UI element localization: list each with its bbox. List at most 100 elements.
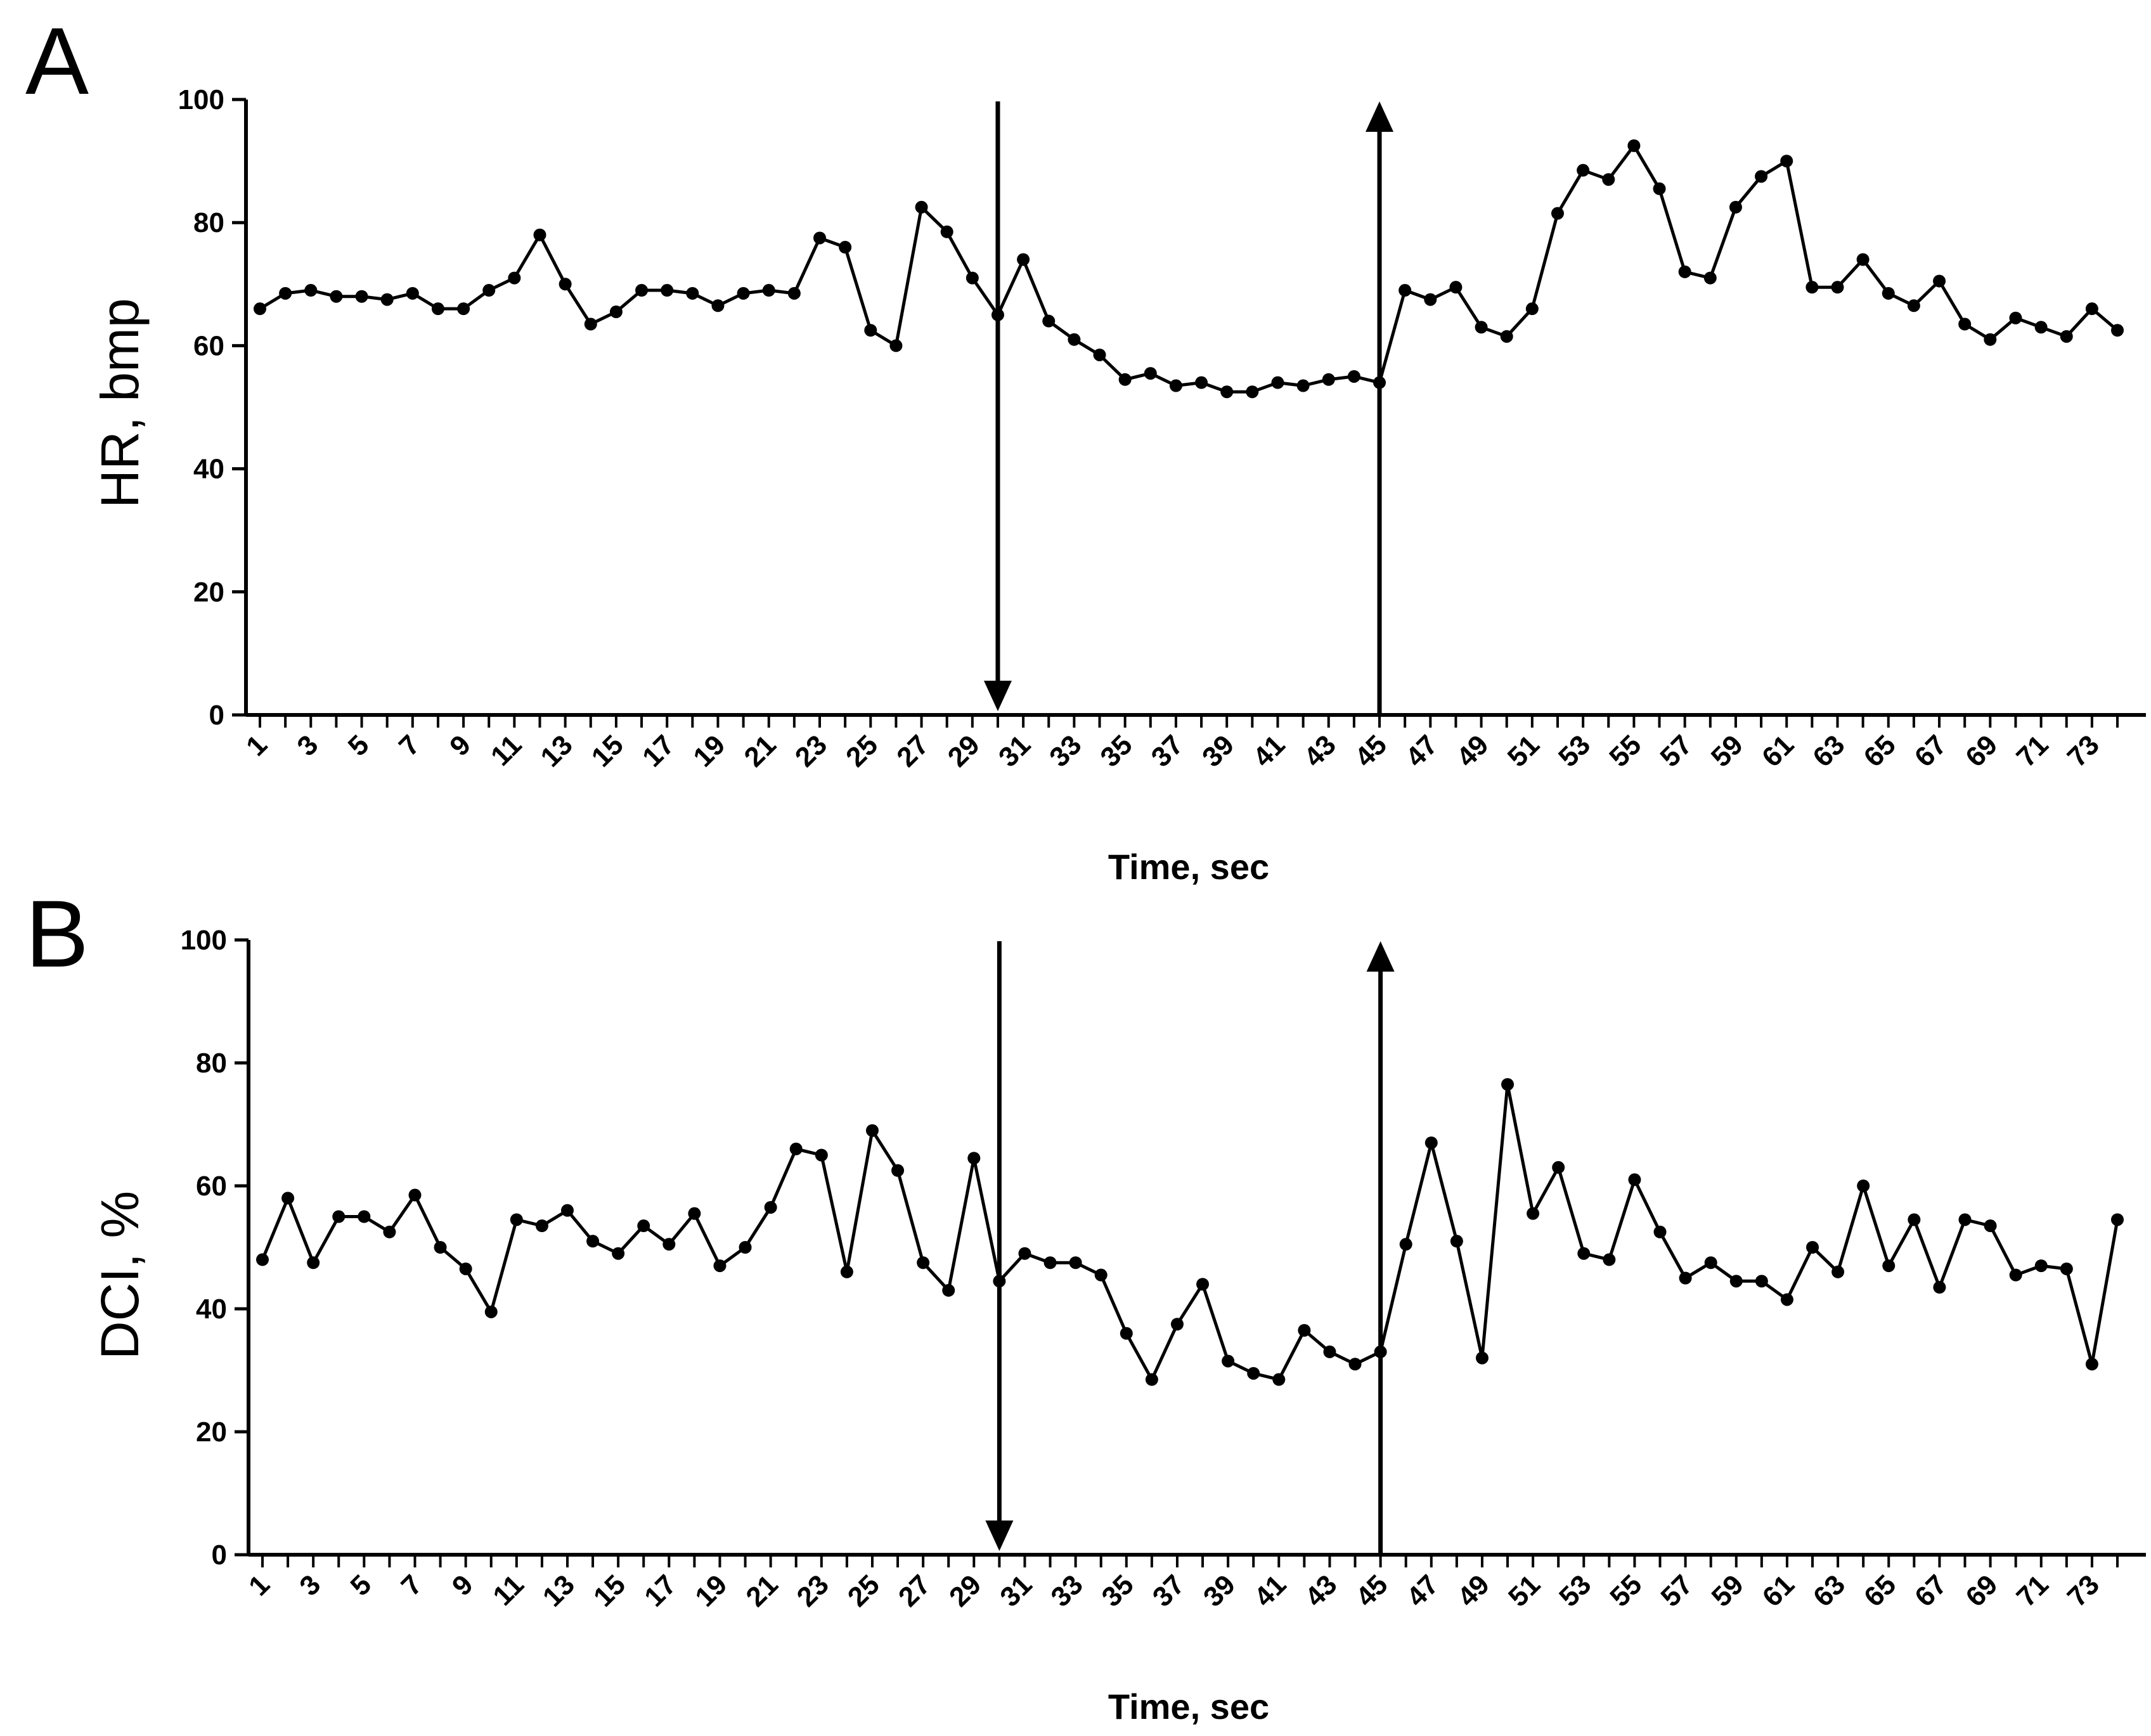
data-point bbox=[688, 1207, 701, 1220]
data-point bbox=[281, 1192, 295, 1205]
y-tick-label: 100 bbox=[178, 84, 224, 115]
data-point bbox=[533, 228, 546, 241]
x-tick-label: 71 bbox=[2010, 729, 2054, 773]
data-point bbox=[510, 1213, 523, 1226]
arrow-up-icon bbox=[1366, 941, 1395, 1555]
data-point bbox=[612, 1247, 625, 1260]
data-point bbox=[1653, 182, 1666, 195]
x-tick-label: 41 bbox=[1248, 1569, 1292, 1612]
x-tick-label: 51 bbox=[1502, 729, 1546, 773]
data-point bbox=[609, 305, 623, 318]
data-point bbox=[940, 225, 953, 238]
data-point bbox=[2111, 1213, 2124, 1226]
data-point bbox=[815, 1148, 828, 1162]
panel-letter-b: B bbox=[25, 880, 89, 987]
x-tick-label: 27 bbox=[891, 729, 934, 773]
x-tick-label: 53 bbox=[1553, 1569, 1597, 1612]
data-point bbox=[1093, 348, 1106, 361]
data-point bbox=[1296, 379, 1310, 392]
data-point bbox=[358, 1210, 371, 1223]
data-point bbox=[915, 200, 928, 214]
x-tick-label: 17 bbox=[638, 1569, 682, 1612]
x-axis-label-b: Time, sec bbox=[1108, 1687, 1269, 1726]
data-point bbox=[1195, 376, 1208, 389]
data-point bbox=[279, 286, 292, 300]
x-tick-label: 59 bbox=[1705, 729, 1749, 773]
data-point bbox=[942, 1283, 955, 1297]
data-point bbox=[1094, 1268, 1108, 1282]
y-tick-label: 20 bbox=[193, 577, 224, 608]
x-tick-label: 9 bbox=[444, 729, 477, 762]
x-tick-label: 7 bbox=[396, 1569, 429, 1602]
y-axis-label-a: HR, bmp bbox=[90, 298, 150, 508]
x-tick-label: 29 bbox=[943, 1569, 987, 1612]
x-tick-label: 33 bbox=[1045, 1569, 1088, 1612]
x-tick-label: 61 bbox=[1756, 729, 1800, 773]
arrow-down-icon bbox=[983, 101, 1012, 711]
data-point bbox=[1043, 1256, 1057, 1270]
data-point bbox=[408, 1188, 422, 1202]
data-point bbox=[406, 286, 419, 300]
data-point bbox=[1882, 1259, 1896, 1273]
x-tick-label: 27 bbox=[893, 1569, 936, 1612]
data-point bbox=[1628, 1173, 1641, 1186]
data-point bbox=[1450, 1235, 1463, 1248]
data-point bbox=[431, 302, 444, 316]
data-point bbox=[2111, 324, 2124, 337]
data-point bbox=[1424, 1136, 1438, 1150]
data-point bbox=[1882, 286, 1895, 300]
x-tick-label: 69 bbox=[1960, 1569, 2003, 1612]
x-tick-label: 17 bbox=[636, 729, 680, 773]
x-tick-label: 65 bbox=[1858, 729, 1902, 773]
x-tick-label: 11 bbox=[487, 1569, 530, 1612]
x-tick-label: 49 bbox=[1452, 1569, 1495, 1612]
x-tick-label: 37 bbox=[1147, 1569, 1191, 1612]
x-tick-label: 35 bbox=[1094, 729, 1138, 773]
x-tick-label: 23 bbox=[789, 729, 833, 773]
data-point bbox=[1857, 1180, 1870, 1192]
data-point bbox=[637, 1219, 650, 1233]
data-point bbox=[559, 278, 572, 291]
data-point bbox=[1729, 1275, 1743, 1288]
y-axis-label-b: DCI, % bbox=[90, 1191, 150, 1360]
x-tick-label: 73 bbox=[2062, 1569, 2105, 1612]
y-tick-label: 100 bbox=[181, 925, 227, 956]
x-tick-label: 15 bbox=[588, 1569, 631, 1612]
x-tick-label: 51 bbox=[1502, 1569, 1546, 1612]
data-point bbox=[967, 1152, 981, 1165]
data-point bbox=[535, 1219, 548, 1233]
x-tick-label: 9 bbox=[446, 1569, 479, 1602]
data-point bbox=[1348, 1358, 1362, 1371]
data-point bbox=[1984, 333, 1997, 346]
x-tick-label: 23 bbox=[791, 1569, 835, 1612]
data-point bbox=[1831, 281, 1844, 294]
data-point bbox=[1729, 200, 1742, 214]
data-point bbox=[1704, 1256, 1717, 1270]
data-point bbox=[1144, 367, 1157, 380]
series-line-a bbox=[259, 144, 2119, 394]
x-tick-label: 65 bbox=[1858, 1569, 1902, 1612]
x-tick-label: 13 bbox=[534, 729, 578, 773]
data-point bbox=[1984, 1219, 1997, 1233]
data-point bbox=[2060, 1262, 2073, 1275]
x-tick-label: 13 bbox=[537, 1569, 581, 1612]
data-point bbox=[1398, 284, 1412, 297]
data-point bbox=[482, 284, 496, 297]
data-point bbox=[1169, 379, 1182, 392]
x-tick-label: 53 bbox=[1553, 729, 1596, 773]
data-point bbox=[1907, 299, 1920, 312]
x-tick-label: 21 bbox=[740, 1569, 784, 1612]
data-point bbox=[508, 271, 521, 285]
data-point bbox=[1805, 281, 1819, 294]
data-point bbox=[713, 1259, 727, 1273]
x-tick-label: 31 bbox=[993, 729, 1037, 773]
x-tick-label: 3 bbox=[291, 729, 324, 762]
x-tick-label: 43 bbox=[1298, 729, 1342, 773]
data-point bbox=[1577, 164, 1590, 177]
x-tick-label: 5 bbox=[342, 729, 375, 762]
data-point bbox=[254, 302, 266, 316]
x-tick-label: 33 bbox=[1043, 729, 1087, 773]
data-point bbox=[2060, 330, 2073, 343]
data-point bbox=[1500, 330, 1513, 343]
